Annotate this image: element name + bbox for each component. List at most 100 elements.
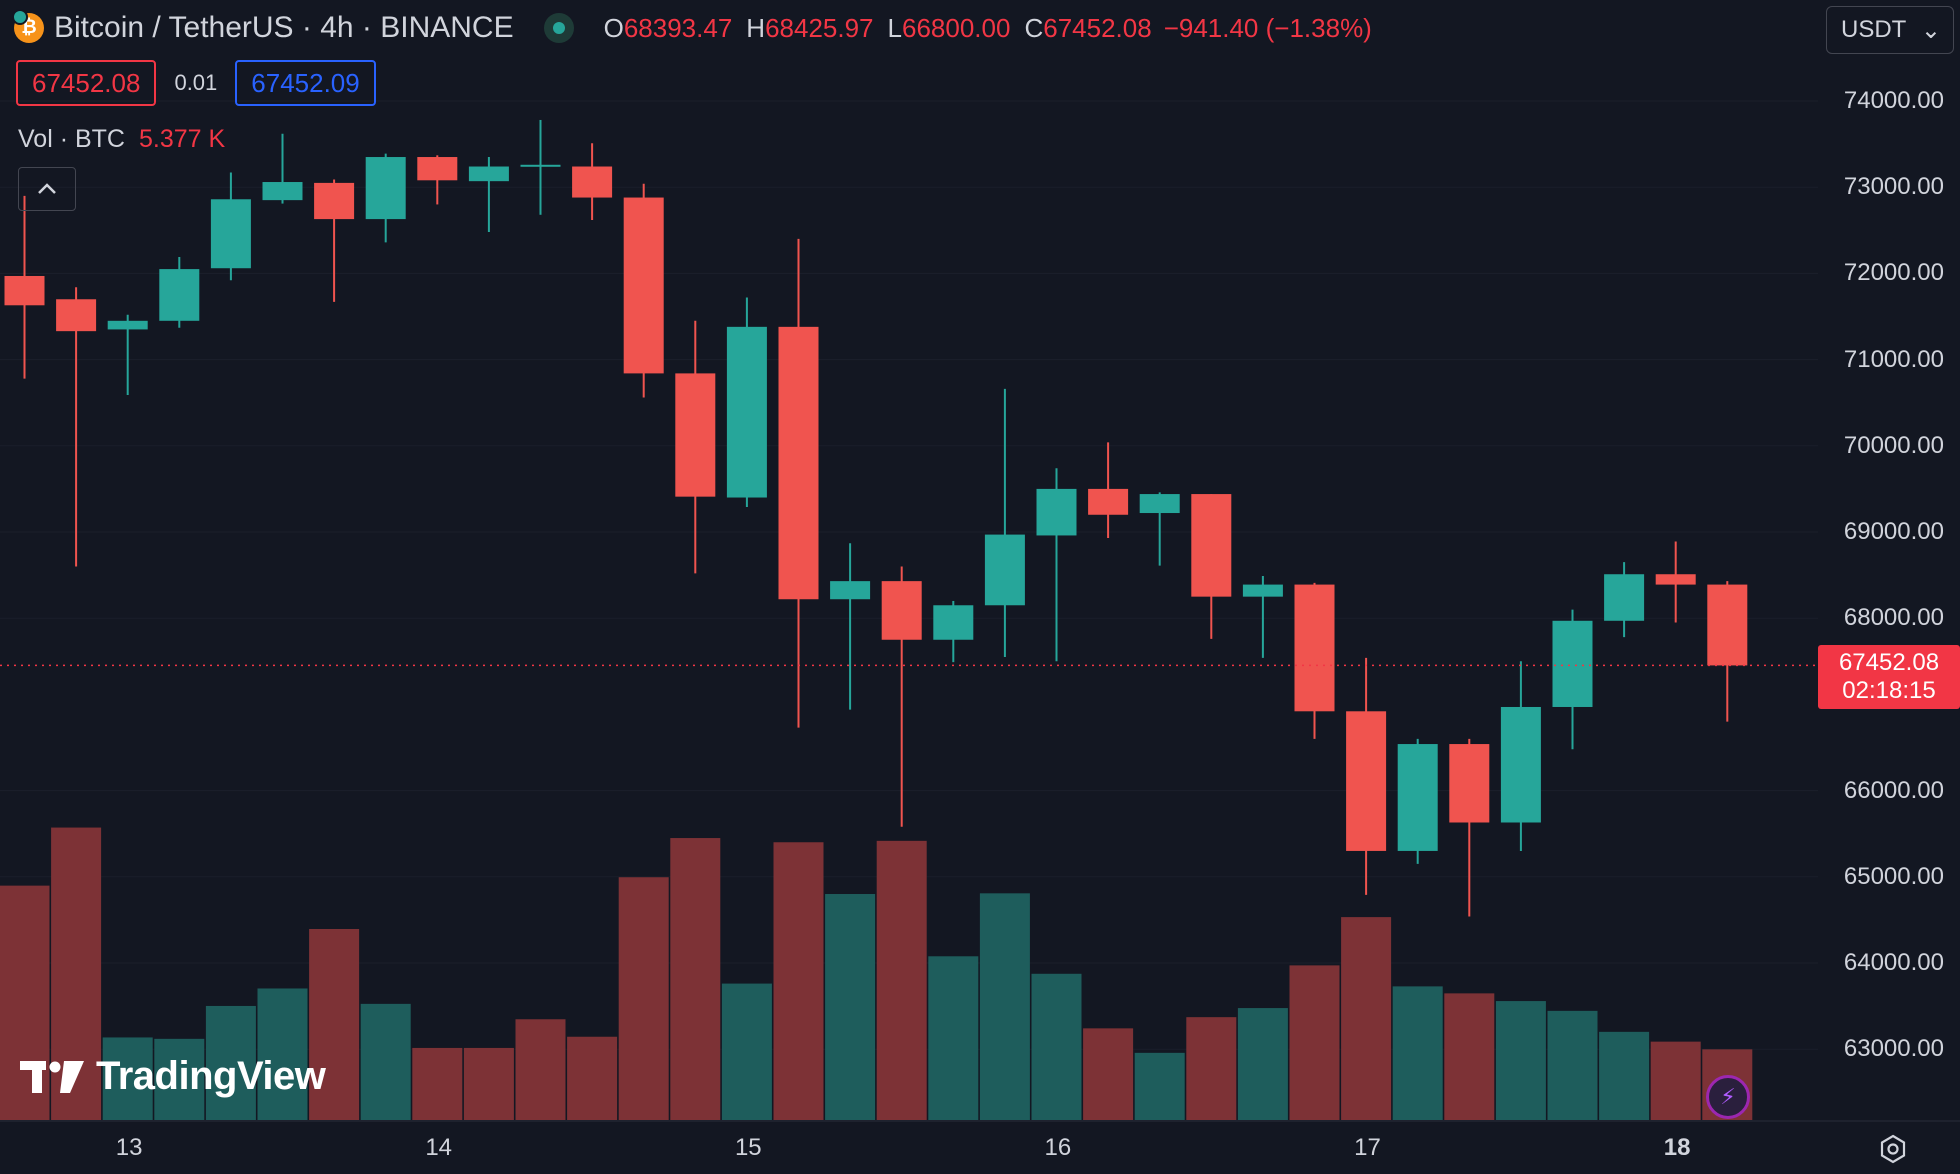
volume-label: Vol · BTC [18, 125, 125, 153]
candle [1242, 575, 1283, 658]
candle [572, 143, 613, 220]
candle [1552, 609, 1593, 750]
candle [417, 155, 458, 205]
time-tick-label: 14 [425, 1134, 453, 1161]
volume-bar [1083, 1028, 1134, 1120]
volume-bar [1237, 1008, 1288, 1120]
candle-body [830, 581, 871, 600]
volume-bar [928, 956, 979, 1120]
candle [1397, 738, 1438, 864]
candle [881, 566, 922, 827]
candle-body [1500, 706, 1541, 823]
candle-body [468, 166, 509, 182]
candle-body [881, 581, 922, 640]
sell-button[interactable]: 67452.08 [16, 60, 157, 106]
volume-bar [102, 1037, 153, 1120]
high-key: H [746, 12, 766, 43]
symbol-header: ₿ Bitcoin / TetherUS · 4h · BINANCE O683… [12, 8, 1372, 48]
candle-body [262, 182, 303, 201]
candle-body [107, 320, 148, 330]
candle [726, 297, 767, 508]
volume-bar [721, 983, 772, 1120]
volume-bar [1495, 1001, 1546, 1120]
collapse-legend-button[interactable] [18, 167, 76, 211]
volume-bar [205, 1005, 256, 1120]
volume-legend[interactable]: Vol · BTC 5.377 K [18, 125, 225, 154]
time-tick-label: 17 [1354, 1134, 1381, 1161]
volume-bar [1392, 986, 1443, 1120]
candle [210, 172, 251, 281]
volume-value: 5.377 K [138, 125, 226, 153]
candle [1500, 661, 1541, 851]
spread-value: 0.01 [174, 70, 218, 95]
open-value: 68393.47 [623, 12, 733, 43]
settings-icon[interactable] [1878, 1134, 1908, 1164]
price-tick-label: 64000.00 [1843, 949, 1944, 976]
high-value: 68425.97 [765, 12, 874, 43]
ohlc-legend: O68393.47 H68425.97 L66800.00 C67452.08 [604, 13, 1152, 44]
candle-body [1397, 744, 1438, 851]
candle-body [1294, 584, 1335, 712]
volume-bar [515, 1019, 566, 1120]
bar-countdown: 02:18:15 [1842, 677, 1936, 704]
candle [262, 133, 303, 204]
candle [1088, 442, 1129, 539]
volume-bar [1289, 965, 1340, 1120]
volume-bar [618, 877, 669, 1120]
candle [1036, 468, 1077, 662]
time-tick-label: 13 [115, 1134, 143, 1161]
last-price-value: 67452.08 [1838, 649, 1940, 676]
volume-bar [1031, 973, 1082, 1120]
candle [984, 388, 1025, 657]
candle-body [365, 157, 406, 220]
currency-select[interactable]: USDT ⌄ [1826, 6, 1954, 54]
volume-bar [412, 1047, 463, 1120]
buy-sell-row: 67452.08 0.01 67452.09 [16, 60, 376, 106]
price-tick-label: 71000.00 [1843, 345, 1944, 373]
candle-body [1604, 574, 1645, 621]
buy-button[interactable]: 67452.09 [235, 60, 376, 106]
candle-body [1088, 488, 1129, 515]
candle-body [1552, 620, 1593, 707]
candle-body [675, 373, 716, 497]
candle-body [984, 534, 1025, 606]
price-tick-label: 73000.00 [1843, 173, 1944, 201]
price-tick-label: 70000.00 [1843, 431, 1944, 459]
candle [830, 543, 871, 710]
candle [675, 320, 716, 574]
volume-bar [309, 929, 360, 1120]
candle [623, 183, 664, 398]
candle [1449, 738, 1490, 917]
candle [1655, 541, 1696, 623]
candle [520, 119, 561, 215]
candle-body [520, 164, 561, 167]
candle [107, 314, 148, 395]
candle-body [1036, 488, 1077, 536]
candle [159, 257, 200, 328]
price-tick-label: 65000.00 [1843, 862, 1944, 890]
candle [933, 600, 974, 663]
volume-bar [1599, 1031, 1650, 1120]
bolt-icon[interactable]: ⚡ [1706, 1075, 1750, 1119]
candle-body [1139, 494, 1180, 514]
price-tick-label: 68000.00 [1843, 604, 1944, 632]
currency-selected: USDT [1841, 16, 1907, 43]
volume-bar [1134, 1052, 1185, 1120]
tradingview-logo[interactable]: TradingView [20, 1054, 326, 1099]
chevron-down-icon: ⌄ [1920, 16, 1941, 44]
candle-body [1655, 574, 1696, 585]
candle-body [726, 326, 767, 498]
candle [778, 238, 819, 728]
volume-bar [1547, 1010, 1598, 1120]
close-value: 67452.08 [1043, 12, 1152, 43]
low-key: L [887, 12, 902, 43]
time-tick-label: 15 [734, 1134, 762, 1161]
candle [1604, 562, 1645, 638]
symbol-title[interactable]: Bitcoin / TetherUS · 4h · BINANCE [54, 11, 514, 44]
market-status-icon[interactable] [543, 13, 574, 43]
candle-body [4, 275, 45, 306]
open-key: O [603, 12, 624, 43]
candle-body [572, 166, 613, 198]
time-tick-label: 18 [1663, 1134, 1691, 1161]
